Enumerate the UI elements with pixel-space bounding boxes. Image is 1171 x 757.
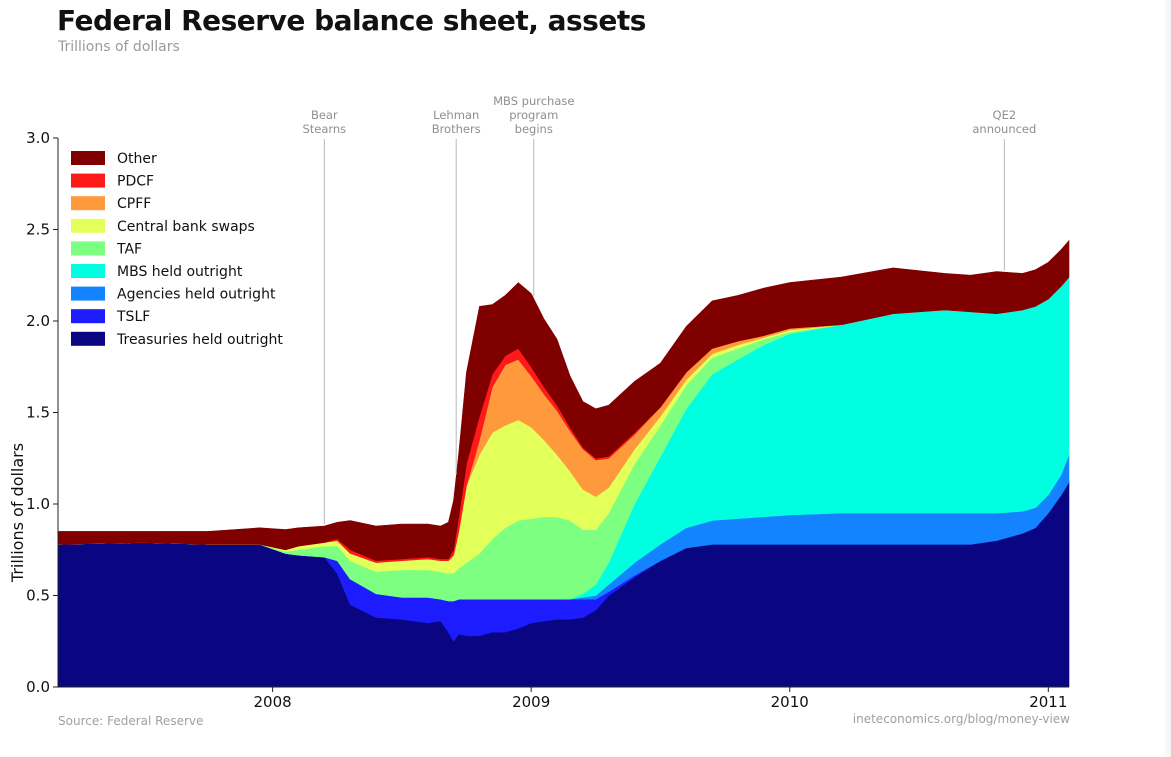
y-axis-title: Trillions of dollars bbox=[8, 443, 27, 583]
annotation-label: QE2 bbox=[993, 108, 1017, 122]
annotation-label: begins bbox=[515, 122, 553, 136]
legend-swatch bbox=[71, 151, 105, 165]
legend-item-mbs-held-outright: MBS held outright bbox=[71, 264, 243, 280]
annotation-label: Stearns bbox=[302, 122, 346, 136]
axes: 0.0 0.5 1.0 1.5 2.0 2.5 3.0 2008 2009 2010 2011 Tri… bbox=[8, 129, 1069, 711]
legend-item-central-bank-swaps: Central bank swaps bbox=[71, 218, 255, 235]
x-tick-label: 2008 bbox=[254, 693, 292, 711]
legend-label: Other bbox=[117, 151, 157, 167]
legend-label: Central bank swaps bbox=[117, 219, 255, 235]
legend-label: CPFF bbox=[117, 196, 151, 212]
legend-swatch bbox=[71, 286, 105, 301]
legend-item-tslf: TSLF bbox=[71, 309, 150, 325]
annotation-label: Brothers bbox=[432, 122, 481, 136]
annotation-label: MBS purchase bbox=[493, 94, 574, 108]
legend-swatch bbox=[71, 173, 105, 188]
y-tick-label: 3.0 bbox=[26, 129, 50, 147]
legend-item-agencies-held-outright: Agencies held outright bbox=[71, 286, 276, 303]
annotation-label: Bear bbox=[311, 108, 338, 122]
y-tick-label: 2.5 bbox=[26, 221, 50, 239]
legend-label: MBS held outright bbox=[117, 264, 243, 280]
legend: Other PDCF CPFF Central bank swaps TAF MBS he… bbox=[71, 151, 283, 348]
legend-item-other: Other bbox=[71, 151, 157, 167]
legend-item-taf: TAF bbox=[71, 241, 142, 257]
right-edge-shade bbox=[1163, 0, 1171, 757]
x-tick-label: 2010 bbox=[771, 693, 809, 711]
annotation-label: program bbox=[509, 108, 558, 122]
legend-swatch bbox=[71, 196, 105, 211]
x-tick-label: 2011 bbox=[1029, 693, 1067, 711]
legend-item-pdcf: PDCF bbox=[71, 173, 154, 190]
x-tick-label: 2009 bbox=[512, 693, 550, 711]
page-subtitle: Trillions of dollars bbox=[58, 39, 180, 55]
page-title: Federal Reserve balance sheet, assets bbox=[57, 4, 646, 37]
legend-label: PDCF bbox=[117, 174, 154, 190]
legend-swatch bbox=[71, 264, 105, 278]
annotation-label: Lehman bbox=[433, 108, 479, 122]
annotation-label: announced bbox=[972, 122, 1036, 136]
y-tick-label: 1.0 bbox=[26, 495, 50, 513]
y-tick-label: 2.0 bbox=[26, 312, 50, 330]
legend-label: Agencies held outright bbox=[117, 287, 276, 303]
area-other bbox=[57, 239, 1070, 562]
legend-label: Treasuries held outright bbox=[116, 332, 283, 348]
legend-swatch bbox=[71, 218, 105, 233]
legend-item-treasuries-held-outright: Treasuries held outright bbox=[71, 331, 283, 348]
legend-swatch bbox=[71, 309, 105, 324]
y-tick-label: 1.5 bbox=[26, 404, 50, 422]
legend-swatch bbox=[71, 331, 105, 346]
source-note: Source: Federal Reserve bbox=[58, 714, 204, 728]
y-tick-label: 0.5 bbox=[26, 587, 50, 605]
credit-link[interactable]: ineteconomics.org/blog/money-view bbox=[852, 712, 1070, 726]
legend-item-cpff: CPFF bbox=[71, 196, 151, 212]
legend-swatch bbox=[71, 241, 105, 256]
legend-label: TAF bbox=[116, 241, 142, 257]
legend-label: TSLF bbox=[116, 309, 150, 325]
y-tick-label: 0.0 bbox=[26, 678, 50, 696]
stacked-areas bbox=[57, 239, 1070, 688]
